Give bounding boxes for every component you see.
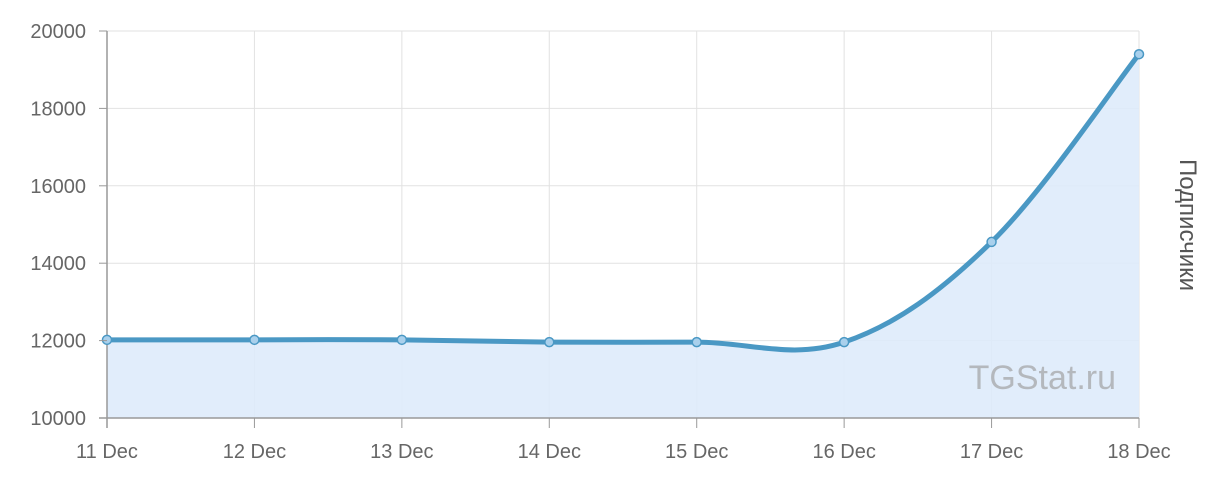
y-axis-title: Подписчики [1174,159,1201,291]
x-tick-label: 11 Dec [76,441,138,463]
y-tick-label: 16000 [30,176,86,198]
y-tick-label: 20000 [30,21,86,43]
data-point [544,336,555,348]
x-axis-ticks: 11 Dec 12 Dec 13 Dec 14 Dec 15 Dec 16 Dec 17 D… [76,418,1171,463]
y-tick-label: 12000 [30,331,86,353]
x-tick-label: 14 Dec [518,441,581,463]
data-points [101,48,1145,348]
x-tick-label: 18 Dec [1107,441,1170,463]
data-point [838,336,850,348]
y-tick-label: 14000 [30,253,86,275]
data-point [691,336,702,348]
data-point [1133,48,1145,60]
x-tick-label: 15 Dec [665,441,728,463]
axes [99,31,1139,428]
x-tick-label: 13 Dec [370,441,433,463]
x-tick-label: 16 Dec [812,441,875,463]
y-tick-label: 10000 [30,408,86,430]
y-tick-label: 18000 [30,98,86,120]
x-tick-label: 17 Dec [960,441,1023,463]
watermark: TGStat.ru [969,359,1116,397]
data-point [101,334,113,346]
data-point [249,334,260,346]
data-point [986,236,997,248]
y-axis-ticks: 10000 12000 14000 16000 18000 20000 [30,21,107,430]
data-point [396,334,408,346]
x-tick-label: 12 Dec [223,441,286,463]
